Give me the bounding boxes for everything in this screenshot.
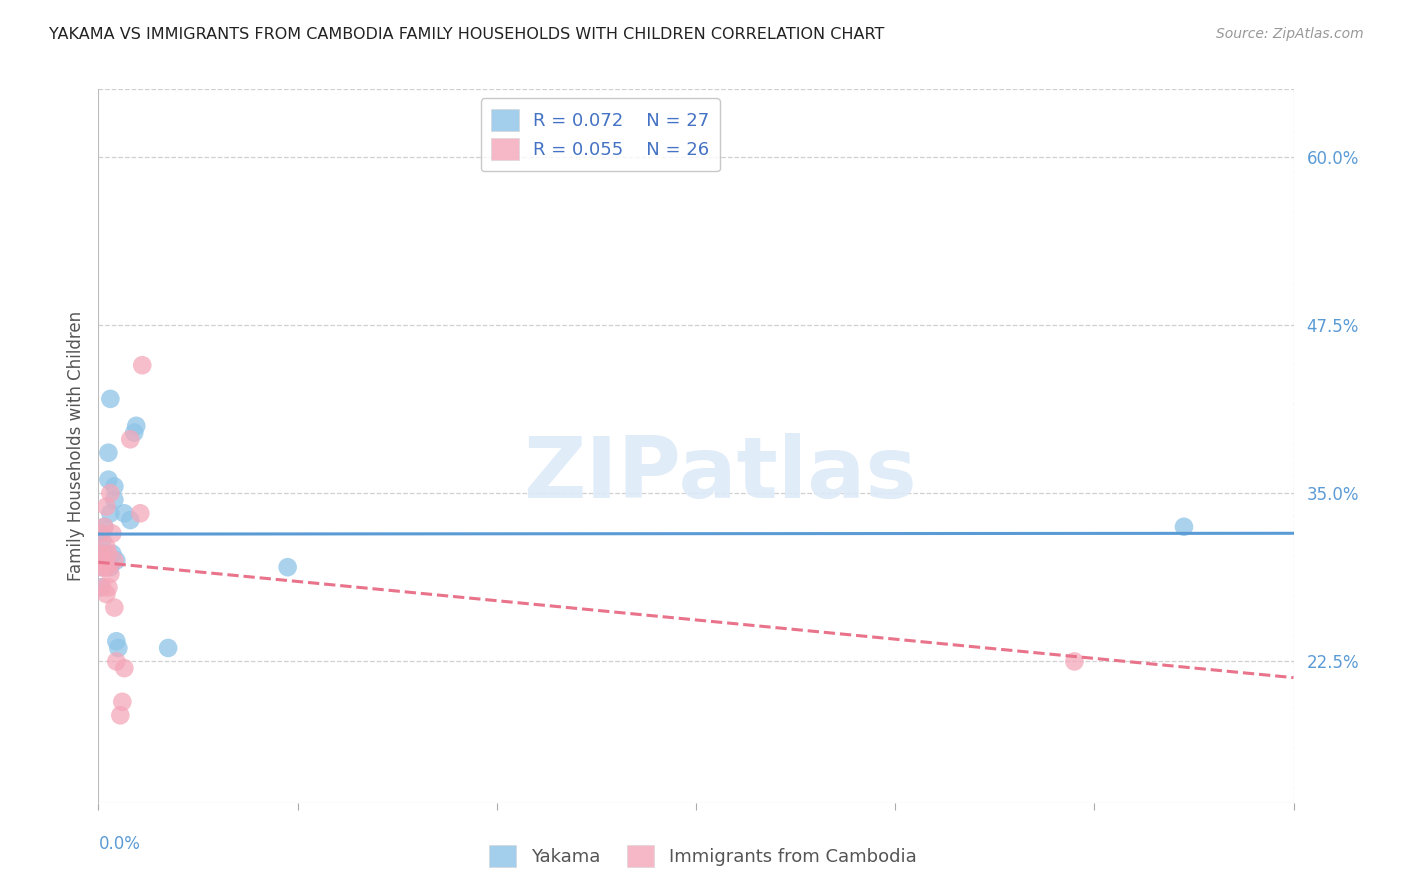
Point	[129, 506, 152, 520]
Point	[89, 526, 111, 541]
Point	[98, 392, 122, 406]
Point	[103, 492, 125, 507]
Point	[112, 506, 135, 520]
Point	[91, 533, 114, 548]
Point	[97, 560, 120, 574]
Point	[96, 540, 118, 554]
Point	[124, 425, 146, 440]
Point	[1063, 655, 1085, 669]
Point	[97, 580, 120, 594]
Point	[105, 553, 128, 567]
Point	[120, 513, 142, 527]
Point	[125, 418, 148, 433]
Point	[98, 486, 122, 500]
Point	[89, 560, 111, 574]
Point	[93, 560, 115, 574]
Point	[96, 587, 118, 601]
Legend: Yakama, Immigrants from Cambodia: Yakama, Immigrants from Cambodia	[482, 838, 924, 874]
Point	[89, 526, 111, 541]
Point	[103, 600, 125, 615]
Point	[96, 547, 118, 561]
Point	[103, 479, 125, 493]
Point	[101, 526, 124, 541]
Point	[98, 566, 122, 581]
Point	[97, 446, 120, 460]
Text: ZIPatlas: ZIPatlas	[523, 433, 917, 516]
Point	[96, 500, 118, 514]
Text: YAKAMA VS IMMIGRANTS FROM CAMBODIA FAMILY HOUSEHOLDS WITH CHILDREN CORRELATION C: YAKAMA VS IMMIGRANTS FROM CAMBODIA FAMIL…	[49, 27, 884, 42]
Point	[89, 580, 111, 594]
Point	[105, 634, 128, 648]
Legend: R = 0.072    N = 27, R = 0.055    N = 26: R = 0.072 N = 27, R = 0.055 N = 26	[481, 98, 720, 171]
Point	[89, 547, 111, 561]
Point	[98, 560, 122, 574]
Text: Source: ZipAtlas.com: Source: ZipAtlas.com	[1216, 27, 1364, 41]
Point	[97, 547, 120, 561]
Point	[93, 547, 115, 561]
Point	[91, 553, 114, 567]
Point	[91, 560, 114, 574]
Point	[111, 695, 134, 709]
Point	[120, 432, 142, 446]
Point	[1173, 520, 1195, 534]
Point	[112, 661, 135, 675]
Point	[89, 547, 111, 561]
Point	[93, 520, 115, 534]
Text: 0.0%: 0.0%	[98, 835, 141, 853]
Point	[277, 560, 299, 574]
Point	[98, 506, 122, 520]
Point	[97, 473, 120, 487]
Point	[131, 358, 153, 372]
Point	[105, 655, 128, 669]
Point	[96, 560, 118, 574]
Y-axis label: Family Households with Children: Family Households with Children	[66, 311, 84, 581]
Point	[157, 640, 180, 655]
Point	[93, 520, 115, 534]
Point	[107, 640, 129, 655]
Point	[91, 580, 114, 594]
Point	[110, 708, 132, 723]
Point	[103, 553, 125, 567]
Point	[101, 547, 124, 561]
